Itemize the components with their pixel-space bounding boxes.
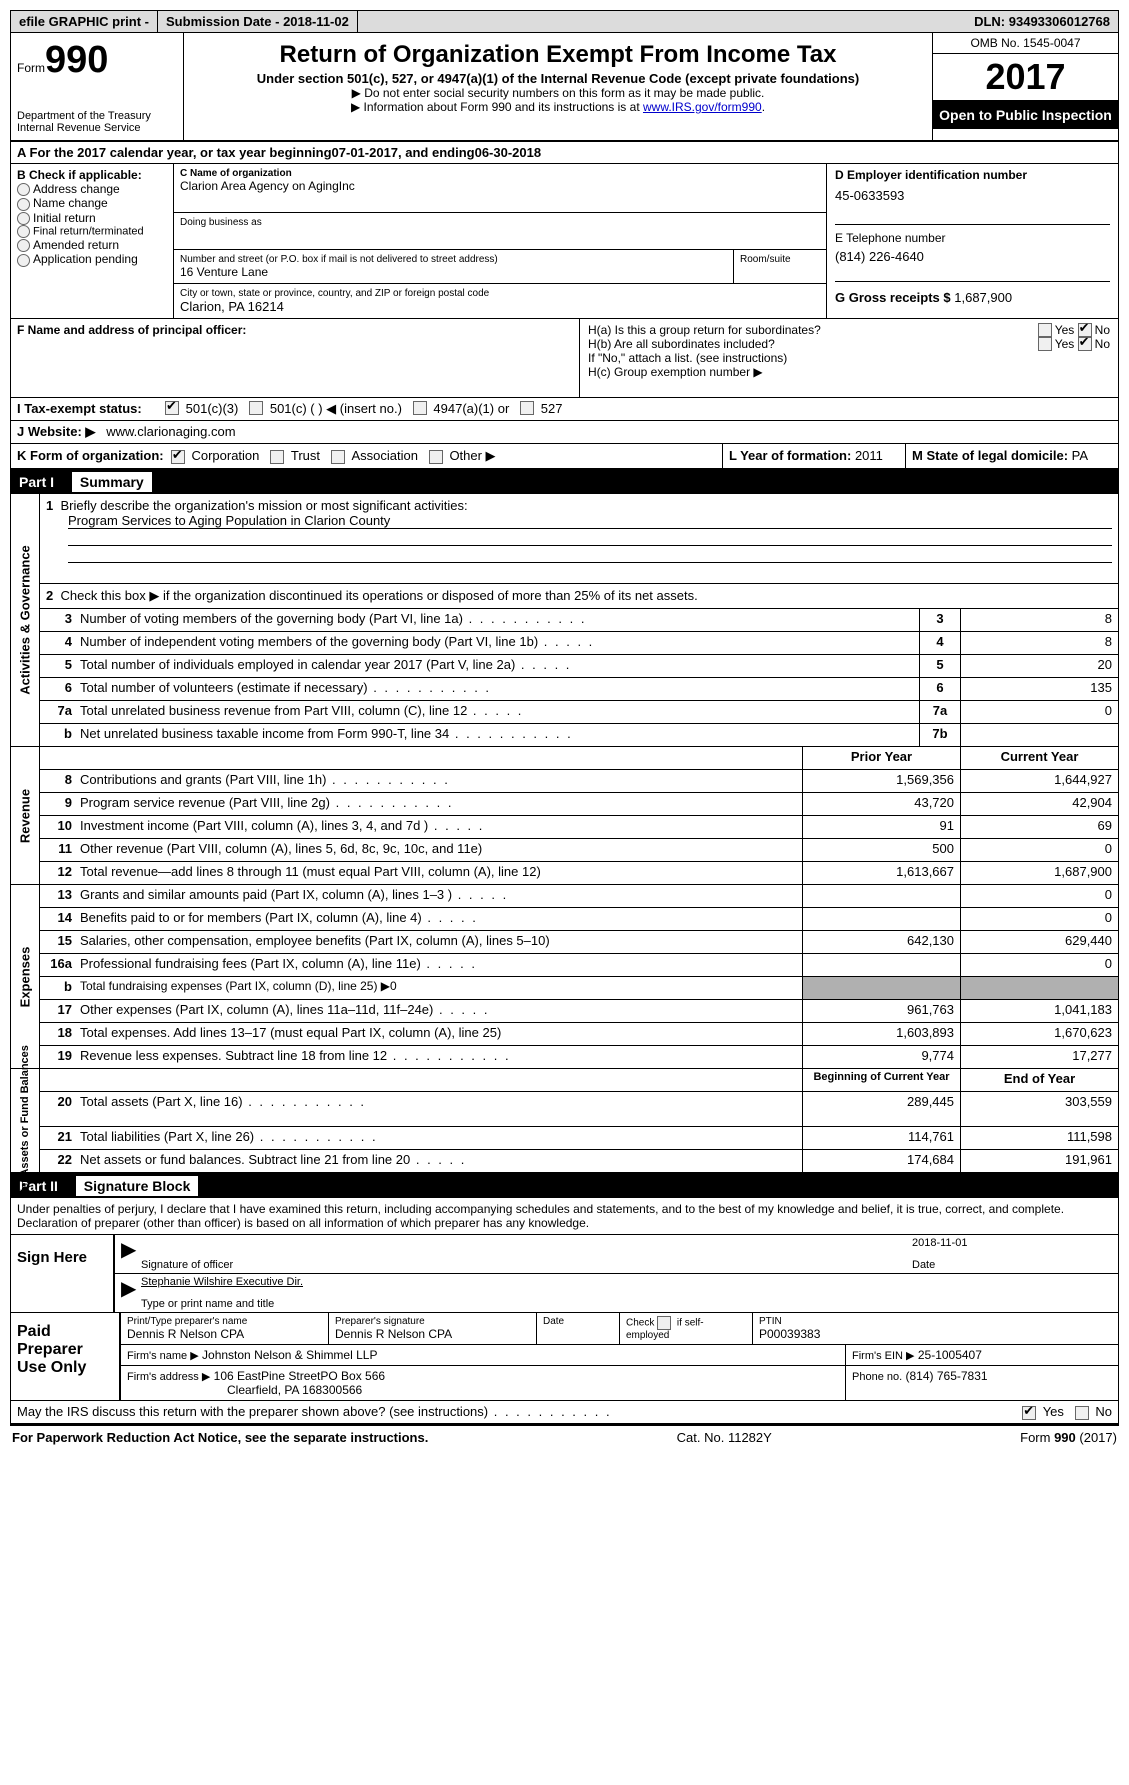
check-final[interactable]: Final return/terminated <box>17 225 167 238</box>
note-link: ▶ Information about Form 990 and its ins… <box>190 100 926 114</box>
irs-link[interactable]: www.IRS.gov/form990 <box>643 100 762 114</box>
submission-cell: Submission Date - 2018-11-02 <box>158 11 358 32</box>
form-990-page: efile GRAPHIC print - Submission Date - … <box>0 0 1129 1459</box>
ha-yes[interactable] <box>1038 323 1052 337</box>
phone: (814) 226-4640 <box>835 249 1110 264</box>
section-k: K Form of organization: Corporation Trus… <box>11 444 723 468</box>
form-header: Form990 Department of the Treasury Inter… <box>10 33 1119 141</box>
ptin: P00039383 <box>759 1327 1112 1341</box>
hb-no[interactable] <box>1078 337 1092 351</box>
top-bar: efile GRAPHIC print - Submission Date - … <box>10 10 1119 33</box>
preparer-name: Dennis R Nelson CPA <box>127 1327 322 1341</box>
section-a: A For the 2017 calendar year, or tax yea… <box>10 141 1119 164</box>
paid-preparer: Paid Preparer Use Only Print/Type prepar… <box>10 1313 1119 1401</box>
revenue-section: Revenue Prior Year Current Year 8Contrib… <box>10 747 1119 885</box>
check-initial[interactable]: Initial return <box>17 211 167 225</box>
discuss-no[interactable] <box>1075 1406 1089 1420</box>
irs-label: Internal Revenue Service <box>17 122 177 134</box>
efile-label: efile GRAPHIC print - <box>11 11 158 32</box>
discuss-line: May the IRS discuss this return with the… <box>10 1401 1119 1425</box>
check-address[interactable]: Address change <box>17 182 167 196</box>
form-title: Return of Organization Exempt From Incom… <box>190 41 926 69</box>
sections-klm: K Form of organization: Corporation Trus… <box>10 444 1119 470</box>
sections-bcde: B Check if applicable: Address change Na… <box>10 164 1119 319</box>
check-pending[interactable]: Application pending <box>17 252 167 266</box>
part-2-header: Part II Signature Block <box>10 1174 1119 1198</box>
section-f: F Name and address of principal officer: <box>11 319 580 397</box>
corp-check[interactable] <box>171 450 185 464</box>
section-m: M State of legal domicile: PA <box>906 444 1118 468</box>
website: www.clarionaging.com <box>106 424 235 439</box>
gov-row-3: 3Number of voting members of the governi… <box>40 609 1118 632</box>
ein: 45-0633593 <box>835 188 1110 203</box>
org-city: Clarion, PA 16214 <box>180 299 820 314</box>
header-left: Form990 Department of the Treasury Inter… <box>11 33 184 140</box>
501c3-check[interactable] <box>165 401 179 415</box>
section-j: J Website: ▶ www.clarionaging.com <box>10 421 1119 444</box>
discuss-yes[interactable] <box>1022 1406 1036 1420</box>
sections-fh: F Name and address of principal officer:… <box>10 319 1119 398</box>
open-inspection: Open to Public Inspection <box>933 101 1118 129</box>
org-name: Clarion Area Agency on AgingInc <box>180 179 820 193</box>
sign-here: Sign Here ▶ 2018-11-01 Signature of offi… <box>10 1235 1119 1313</box>
header-center: Return of Organization Exempt From Incom… <box>184 33 932 140</box>
mission: Program Services to Aging Population in … <box>68 513 1112 529</box>
check-amended[interactable]: Amended return <box>17 238 167 252</box>
officer-name: Stephanie Wilshire Executive Dir. <box>141 1276 1112 1294</box>
firm-name: Johnston Nelson & Shimmel LLP <box>202 1348 377 1362</box>
check-name[interactable]: Name change <box>17 196 167 210</box>
section-i: I Tax-exempt status: 501(c)(3) 501(c) ( … <box>10 398 1119 421</box>
expenses-section: Expenses 13Grants and similar amounts pa… <box>10 885 1119 1069</box>
note-ssn: ▶ Do not enter social security numbers o… <box>190 86 926 100</box>
dln-cell: DLN: 93493306012768 <box>358 11 1118 32</box>
section-l: L Year of formation: 2011 <box>723 444 906 468</box>
hb-yes[interactable] <box>1038 337 1052 351</box>
perjury-statement: Under penalties of perjury, I declare th… <box>10 1198 1119 1235</box>
part-1-header: Part I Summary <box>10 470 1119 494</box>
section-c: C Name of organization Clarion Area Agen… <box>174 164 827 318</box>
gross-receipts: 1,687,900 <box>954 290 1012 305</box>
governance-section: Activities & Governance 1 Briefly descri… <box>10 494 1119 747</box>
section-b: B Check if applicable: Address change Na… <box>11 164 174 318</box>
netassets-section: Net Assets or Fund Balances Beginning of… <box>10 1069 1119 1174</box>
tax-year: 2017 <box>933 54 1118 101</box>
page-footer: For Paperwork Reduction Act Notice, see … <box>10 1425 1119 1449</box>
section-deg: D Employer identification number 45-0633… <box>827 164 1118 318</box>
form-subtitle: Under section 501(c), 527, or 4947(a)(1)… <box>190 71 926 86</box>
section-h: H(a) Is this a group return for subordin… <box>580 319 1118 397</box>
org-address: 16 Venture Lane <box>180 265 727 279</box>
header-right: OMB No. 1545-0047 2017 Open to Public In… <box>932 33 1118 140</box>
dept-label: Department of the Treasury <box>17 110 177 122</box>
omb-number: OMB No. 1545-0047 <box>933 33 1118 54</box>
sign-date: 2018-11-01 <box>912 1237 1112 1255</box>
